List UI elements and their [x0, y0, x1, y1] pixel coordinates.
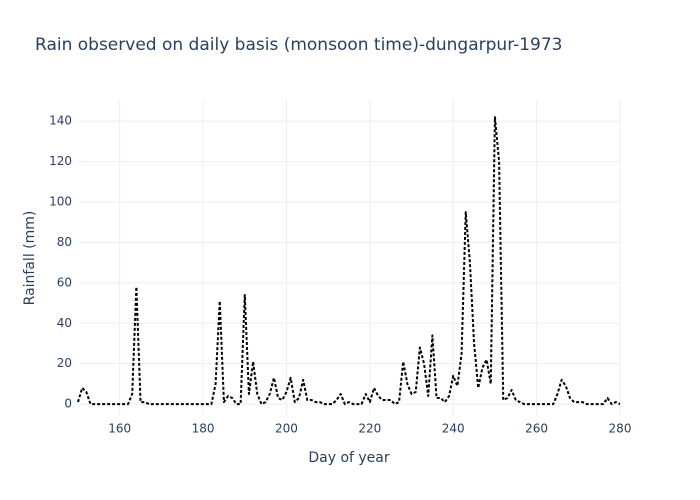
- y-tick-label: 0: [64, 397, 72, 411]
- y-tick-label: 60: [57, 275, 72, 289]
- x-tick-label: 180: [192, 422, 215, 436]
- y-axis-label: Rainfall (mm): [22, 211, 38, 306]
- chart-title: Rain observed on daily basis (monsoon ti…: [35, 35, 563, 55]
- data-line: [77, 116, 621, 406]
- y-tick-label: 40: [57, 316, 72, 330]
- x-tick-label: 160: [108, 422, 131, 436]
- x-tick-label: 200: [275, 422, 298, 436]
- y-tick-label: 140: [49, 114, 72, 128]
- y-tick-label: 80: [57, 235, 72, 249]
- y-tick-label: 120: [49, 154, 72, 168]
- x-tick-label: 260: [525, 422, 548, 436]
- x-tick-label: 220: [358, 422, 381, 436]
- x-tick-label: 240: [442, 422, 465, 436]
- x-tick-label: 280: [609, 422, 632, 436]
- x-axis-label: Day of year: [308, 450, 390, 466]
- y-tick-label: 20: [57, 356, 72, 370]
- y-tick-label: 100: [49, 195, 72, 209]
